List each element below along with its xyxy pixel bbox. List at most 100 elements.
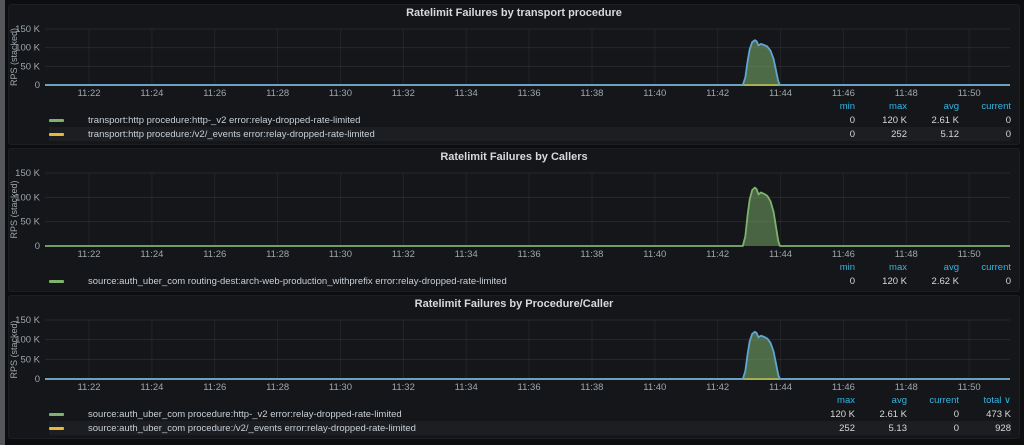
stat-value-current: 0 [1005,114,1011,126]
legend-header-row: min max avg current [49,261,1011,274]
x-axis-tick-label: 11:48 [895,88,918,99]
series-color-swatch[interactable] [49,412,64,416]
legend-series-row: source:auth_uber_com routing-dest:arch-w… [49,274,1011,288]
x-axis-tick-label: 11:44 [769,88,792,99]
y-axis-tick-label: 0 [35,80,40,91]
panel-title[interactable]: Ratelimit Failures by Procedure/Caller [414,298,614,310]
legend-header-row: min max avg current [49,100,1011,113]
y-axis-title: RPS (stacked) [9,28,19,86]
legend-stat-header-avg[interactable]: avg [943,101,959,112]
stat-value-current: 0 [953,408,959,420]
x-axis-tick-label: 11:46 [832,249,855,260]
series-label[interactable]: source:auth_uber_com procedure:/v2/_even… [88,422,416,434]
x-axis-tick-label: 11:30 [329,249,352,260]
timeseries-chart[interactable]: 11:22 11:24 11:26 11:28 11:30 11:32 11:34 11:36… [9,313,1019,394]
x-axis-tick-label: 11:26 [203,249,226,260]
stat-value-max: 252 [839,422,855,434]
series-line [45,39,1010,86]
series-label[interactable]: transport:http procedure:http-_v2 error:… [88,114,361,126]
legend-stat-header-min[interactable]: min [839,262,855,273]
y-axis-tick-label: 0 [35,241,40,252]
x-axis-tick-label: 11:28 [266,249,289,260]
x-axis-tick-label: 11:26 [203,382,226,393]
stat-value-avg: 2.62 K [931,275,959,287]
legend-stat-header-min[interactable]: min [839,101,855,112]
y-axis-tick-label: 50 K [20,354,40,365]
x-axis-tick-label: 11:32 [392,382,415,393]
stat-value-total: 473 K [986,408,1011,420]
stat-value-avg: 2.61 K [931,114,959,126]
series-label[interactable]: transport:http procedure:/v2/_events err… [88,128,375,140]
stat-value-max: 120 K [830,408,855,420]
x-axis-tick-label: 11:42 [706,249,729,260]
x-axis-tick-label: 11:48 [895,382,918,393]
x-axis-tick-label: 11:32 [392,249,415,260]
legend-stat-header-current[interactable]: current [981,262,1011,273]
x-axis-tick-label: 11:42 [706,88,729,99]
x-axis-tick-label: 11:24 [140,249,163,260]
series-label[interactable]: source:auth_uber_com procedure:http-_v2 … [88,408,402,420]
x-axis-tick-label: 11:44 [769,249,792,260]
series-line [45,186,1010,247]
x-axis-tick-label: 11:38 [580,249,603,260]
x-axis-tick-label: 11:46 [832,382,855,393]
series-label[interactable]: source:auth_uber_com routing-dest:arch-w… [88,275,507,287]
y-axis-tick-label: 50 K [20,61,40,72]
legend-stat-header-total[interactable]: total ∨ [983,395,1011,406]
series-color-swatch[interactable] [49,118,64,122]
stat-value-current: 0 [953,422,959,434]
y-axis-tick-label: 150 K [15,315,40,326]
x-axis-tick-label: 11:24 [140,88,163,99]
stat-value-avg: 2.61 K [879,408,907,420]
stat-value-max: 252 [891,128,907,140]
legend-series-row: transport:http procedure:/v2/_events err… [49,127,1011,141]
x-axis-tick-label: 11:22 [77,382,100,393]
stat-value-current: 0 [1005,275,1011,287]
legend-stat-header-max[interactable]: max [889,262,907,273]
x-axis-tick-label: 11:36 [518,88,541,99]
panel-ratelimit-by-transport-procedure: Ratelimit Failures by transport procedur… [8,4,1020,145]
x-axis-tick-label: 11:22 [77,88,100,99]
x-axis-tick-label: 11:32 [392,88,415,99]
x-axis-tick-label: 11:42 [706,382,729,393]
y-axis-title: RPS (stacked) [9,180,19,238]
legend-series-row: source:auth_uber_com procedure:http-_v2 … [49,407,1011,421]
legend-stat-header-avg[interactable]: avg [891,395,907,406]
series-color-swatch[interactable] [49,426,64,430]
series-area-fill [45,331,1010,379]
x-axis-tick-label: 11:34 [455,249,478,260]
legend-series-row: source:auth_uber_com procedure:/v2/_even… [49,421,1011,435]
legend-stat-header-avg[interactable]: avg [943,262,959,273]
x-axis-tick-label: 11:30 [329,88,352,99]
timeseries-chart[interactable]: 11:22 11:24 11:26 11:28 11:30 11:32 11:34 11:36… [9,166,1019,261]
y-axis-tick-label: 100 K [15,192,40,203]
x-axis-tick-label: 11:36 [518,382,541,393]
stat-value-avg: 5.13 [888,422,908,434]
x-axis-tick-label: 11:34 [455,382,478,393]
stat-value-min: 0 [849,275,855,287]
x-axis-tick-label: 11:40 [643,88,666,99]
panel-title[interactable]: Ratelimit Failures by transport procedur… [406,7,622,19]
legend-stat-header-max[interactable]: max [889,101,907,112]
panel-ratelimit-by-callers: Ratelimit Failures by Callers 11:22 11:24… [8,148,1020,292]
x-axis-tick-label: 11:40 [643,382,666,393]
series-color-swatch[interactable] [49,132,64,136]
x-axis-tick-label: 11:46 [832,88,855,99]
legend-table: min max avg current transport:http procedure… [9,100,1019,144]
y-axis-tick-label: 150 K [15,168,40,179]
x-axis-tick-label: 11:38 [580,88,603,99]
timeseries-chart[interactable]: 11:22 11:24 11:26 11:28 11:30 11:32 11:34 11:36… [9,22,1019,100]
legend-header-row: max avg current total ∨ [49,394,1011,407]
legend-stat-header-current[interactable]: current [929,395,959,406]
stat-value-min: 0 [849,128,855,140]
panel-title[interactable]: Ratelimit Failures by Callers [440,151,588,163]
legend-stat-header-max[interactable]: max [837,395,855,406]
series-color-swatch[interactable] [49,279,64,283]
y-axis-tick-label: 150 K [15,24,40,35]
legend-table: max avg current total ∨ source:auth_uber_com… [9,394,1019,438]
legend-series-row: transport:http procedure:http-_v2 error:… [49,113,1011,127]
x-axis-tick-label: 11:28 [266,88,289,99]
legend-stat-header-current[interactable]: current [981,101,1011,112]
series-line [45,330,1010,380]
grafana-dashboard: Ratelimit Failures by transport procedur… [8,4,1020,439]
